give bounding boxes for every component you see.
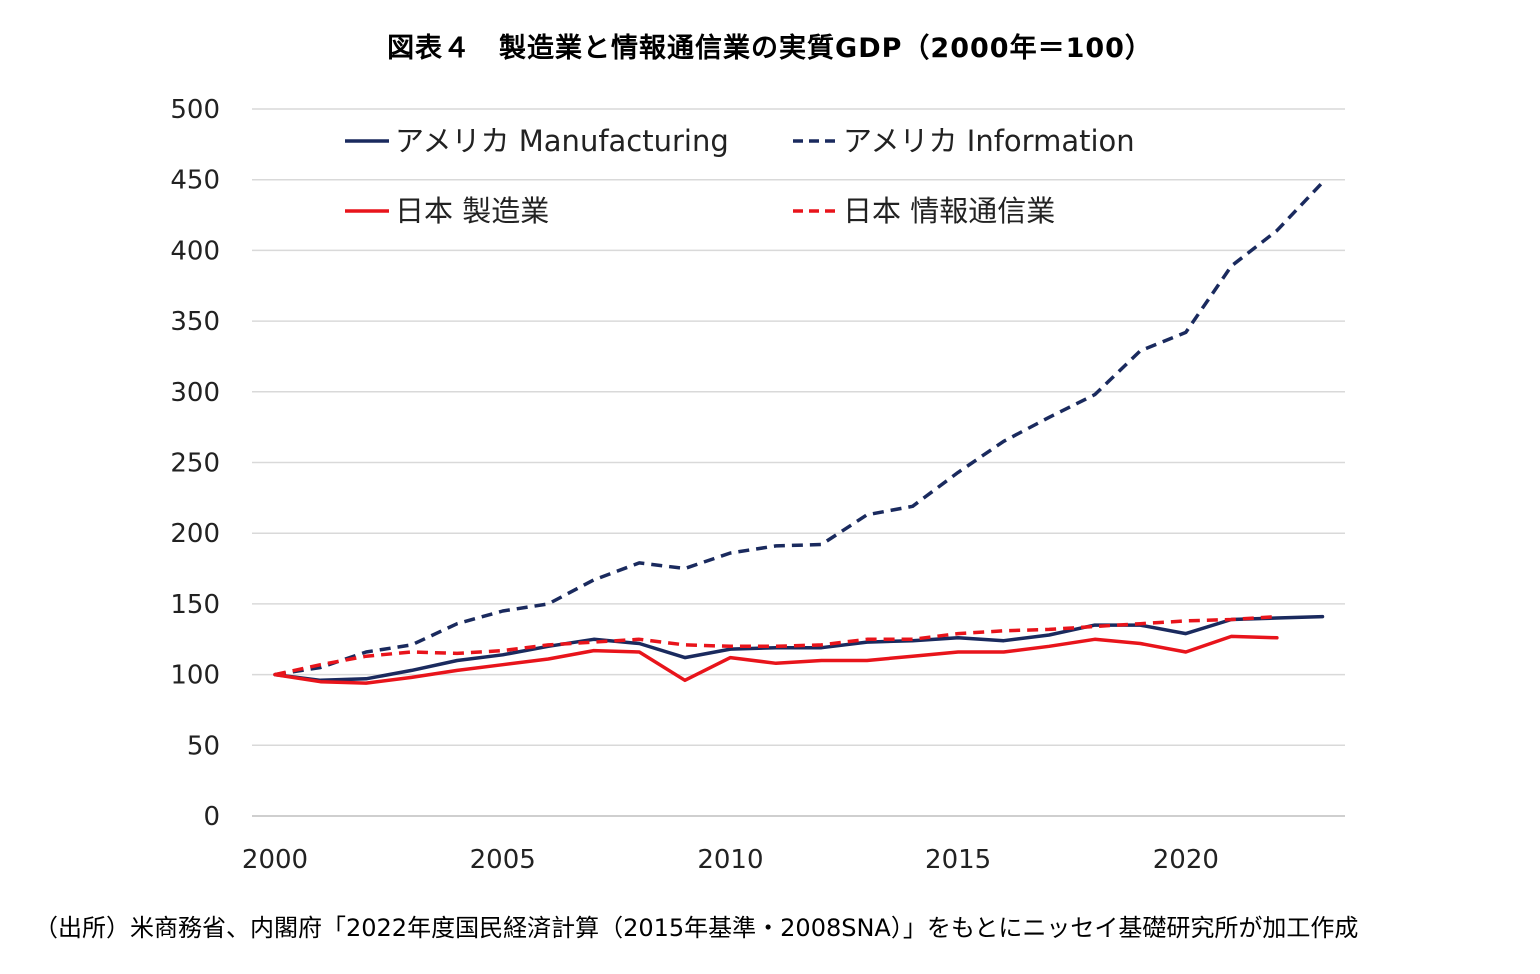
legend-label: アメリカ Information	[843, 124, 1135, 158]
legend-label: 日本 情報通信業	[843, 194, 1055, 228]
series-line-4	[274, 614, 1278, 677]
legend-label: アメリカ Manufacturing	[395, 124, 729, 158]
legend: アメリカ Manufacturing アメリカ Information 日本 製造業…	[345, 124, 1135, 228]
x-tick-label: 2005	[470, 845, 536, 875]
y-tick-label: 100	[170, 661, 220, 691]
y-tick-label: 250	[170, 449, 220, 479]
y-tick-label: 0	[203, 802, 220, 832]
y-axis-ticks: 0 50 100 150 200 250 300 350 400 450 500	[170, 95, 220, 832]
y-tick-label: 300	[170, 378, 220, 408]
source-note: （出所）米商務省、内閣府「2022年度国民経済計算（2015年基準・2008SN…	[34, 914, 1359, 942]
legend-label: 日本 製造業	[395, 194, 549, 228]
x-tick-label: 2010	[697, 845, 763, 875]
y-tick-label: 50	[187, 731, 220, 761]
y-tick-label: 450	[170, 166, 220, 196]
series-line-2	[274, 181, 1324, 677]
x-tick-label: 2020	[1153, 845, 1219, 875]
x-tick-label: 2000	[242, 845, 308, 875]
y-tick-label: 400	[170, 236, 220, 266]
series-line-3	[273, 634, 1279, 685]
series-line-1	[273, 614, 1325, 683]
x-axis-ticks: 2000 2005 2010 2015 2020	[242, 845, 1219, 875]
y-tick-label: 150	[170, 590, 220, 620]
y-tick-label: 350	[170, 307, 220, 337]
chart-title: 図表４ 製造業と情報通信業の実質GDP（2000年＝100）	[387, 33, 1153, 64]
series-lines	[273, 181, 1325, 685]
y-tick-label: 200	[170, 519, 220, 549]
y-tick-label: 500	[170, 95, 220, 125]
x-tick-label: 2015	[925, 845, 991, 875]
